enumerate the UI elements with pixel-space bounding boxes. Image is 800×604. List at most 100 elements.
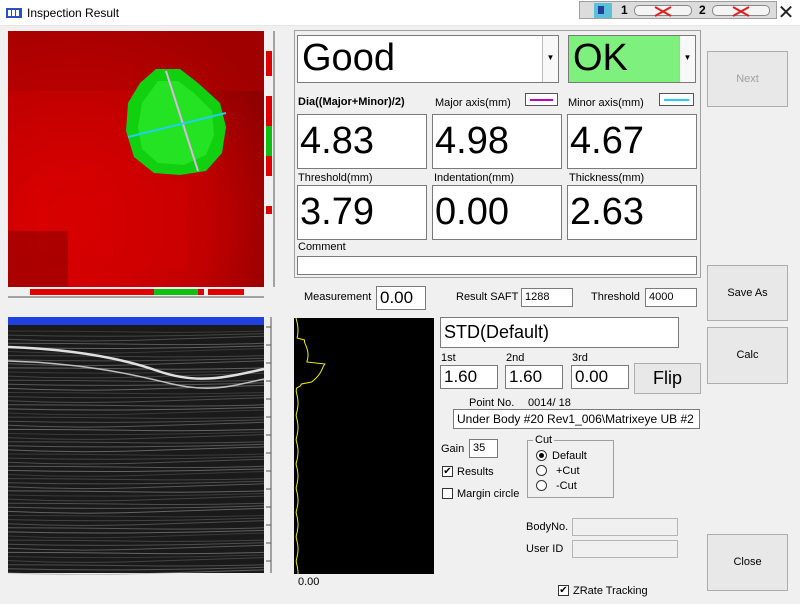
gate-2nd-label: 2nd [506, 352, 525, 364]
bscan-echo-line [8, 478, 265, 481]
bscan-echo-line [8, 342, 265, 346]
profile-input[interactable]: STD(Default) [440, 317, 679, 348]
bscan-echo-line [8, 443, 265, 448]
chevron-down-icon[interactable]: ▼ [679, 36, 695, 82]
tray-slot1[interactable] [634, 5, 692, 17]
point-no-value: 0014/ 18 [528, 397, 571, 409]
bscan-echo-line [8, 532, 265, 539]
thickness-value: 2.63 [567, 185, 697, 240]
bscan-echo-line [8, 495, 265, 502]
margin-circle-checkbox[interactable] [442, 488, 453, 499]
gate-2nd-input[interactable]: 1.60 [505, 365, 563, 389]
bscan-echo-line [8, 330, 265, 333]
bscan-echo-line [8, 456, 265, 460]
bscan-echo-line [8, 421, 265, 428]
bscan-echo-line [8, 529, 265, 534]
major-axis-line [165, 70, 199, 172]
flip-button[interactable]: Flip [634, 363, 701, 394]
bscan-echo-line [8, 493, 265, 497]
cut-group [527, 440, 614, 498]
close-icon[interactable]: ✕ [777, 2, 795, 24]
bscan-view[interactable] [8, 317, 278, 575]
cut-default-radio[interactable] [536, 450, 547, 461]
cut-minus-label: -Cut [556, 480, 577, 492]
bscan-echo-line [8, 566, 265, 571]
comment-input[interactable] [297, 256, 697, 275]
bscan-echo-line [8, 335, 265, 342]
bscan-echo-line [8, 527, 265, 530]
bscan-echo-line [8, 348, 265, 354]
comment-label: Comment [298, 241, 346, 253]
bscan-echo-line [8, 409, 265, 416]
gain-input[interactable]: 35 [469, 439, 498, 458]
indentation-label: Indentation(mm) [434, 172, 515, 184]
bscan-echo-line [8, 382, 265, 386]
calc-button[interactable]: Calc [707, 327, 788, 384]
minor-axis-line [127, 112, 227, 138]
bscan-echo-line [8, 367, 265, 370]
major-axis-value: 4.98 [432, 114, 562, 169]
point-no-label: Point No. [469, 397, 515, 409]
path-input[interactable]: Under Body #20 Rev1_006\Matrixeye UB #2 [453, 409, 700, 429]
saft-threshold-input[interactable]: 4000 [645, 288, 697, 307]
bscan-echo-line [8, 544, 265, 551]
result-saft-input[interactable]: 1288 [521, 288, 573, 307]
bscan-echo-line [8, 434, 265, 440]
chevron-down-icon[interactable]: ▼ [542, 36, 558, 82]
bscan-echo-line [8, 392, 265, 395]
ascan-view[interactable] [294, 318, 434, 574]
bscan-echo-line [8, 480, 265, 485]
measurement-group [294, 30, 701, 278]
zrate-tracking-label: ZRate Tracking [573, 585, 648, 597]
bscan-echo-line [8, 441, 265, 444]
window-title: Inspection Result [27, 6, 120, 20]
bscan-echo-line [8, 557, 265, 563]
close-button[interactable]: Close [707, 534, 788, 591]
bscan-echo-line [8, 520, 265, 526]
next-button[interactable]: Next [707, 51, 788, 107]
bscan-echo-line [8, 428, 265, 432]
bscan-echo-line [8, 507, 265, 514]
measurement-input[interactable]: 0.00 [376, 286, 426, 310]
ascan-bottom-value: 0.00 [298, 576, 320, 588]
app-logo-icon [6, 8, 22, 18]
cut-plus-radio[interactable] [536, 465, 547, 476]
bscan-echo-line [8, 419, 265, 423]
body-no-input[interactable] [572, 518, 678, 536]
bscan-echo-line [8, 502, 265, 506]
bscan-echo-line [8, 355, 265, 358]
bscan-echo-line [8, 468, 265, 473]
cscan-view[interactable] [8, 31, 276, 299]
bscan-echo-line [8, 431, 265, 436]
quality-value: Good [302, 37, 395, 79]
bscan-echo-line [8, 397, 265, 403]
measurement-label: Measurement [304, 291, 372, 303]
dia-label: Dia((Major+Minor)/2) [298, 96, 405, 108]
results-checkbox[interactable]: ✔ [442, 466, 453, 477]
gate-3rd-label: 3rd [572, 352, 588, 364]
major-axis-swatch[interactable] [525, 93, 558, 106]
bscan-echo-line [8, 446, 265, 453]
gate-3rd-input[interactable]: 0.00 [571, 365, 629, 389]
bscan-echo-line [8, 483, 265, 490]
quality-select[interactable]: Good ▼ [297, 35, 559, 83]
tray-slot2[interactable] [712, 5, 770, 17]
zrate-tracking-checkbox[interactable]: ✔ [558, 585, 569, 596]
gate-1st-input[interactable]: 1.60 [440, 365, 498, 389]
minor-axis-swatch[interactable] [659, 93, 694, 106]
cscan-vertical-scale [266, 31, 275, 287]
bscan-echo-line [8, 370, 265, 374]
bscan-vertical-scale [266, 317, 272, 573]
major-axis-label: Major axis(mm) [435, 97, 511, 109]
cscan-horizontal-scale [8, 289, 264, 298]
bscan-echo-line [8, 372, 265, 379]
user-id-input[interactable] [572, 540, 678, 558]
save-as-button[interactable]: Save As [707, 265, 788, 321]
verdict-value: OK [573, 37, 628, 79]
bscan-echo-line [8, 357, 265, 362]
verdict-select[interactable]: OK ▼ [568, 35, 696, 83]
device-tray[interactable]: 1 2 [579, 1, 777, 19]
bscan-echo-line [8, 490, 265, 493]
cut-minus-radio[interactable] [536, 480, 547, 491]
bscan-echo-line [8, 551, 265, 555]
